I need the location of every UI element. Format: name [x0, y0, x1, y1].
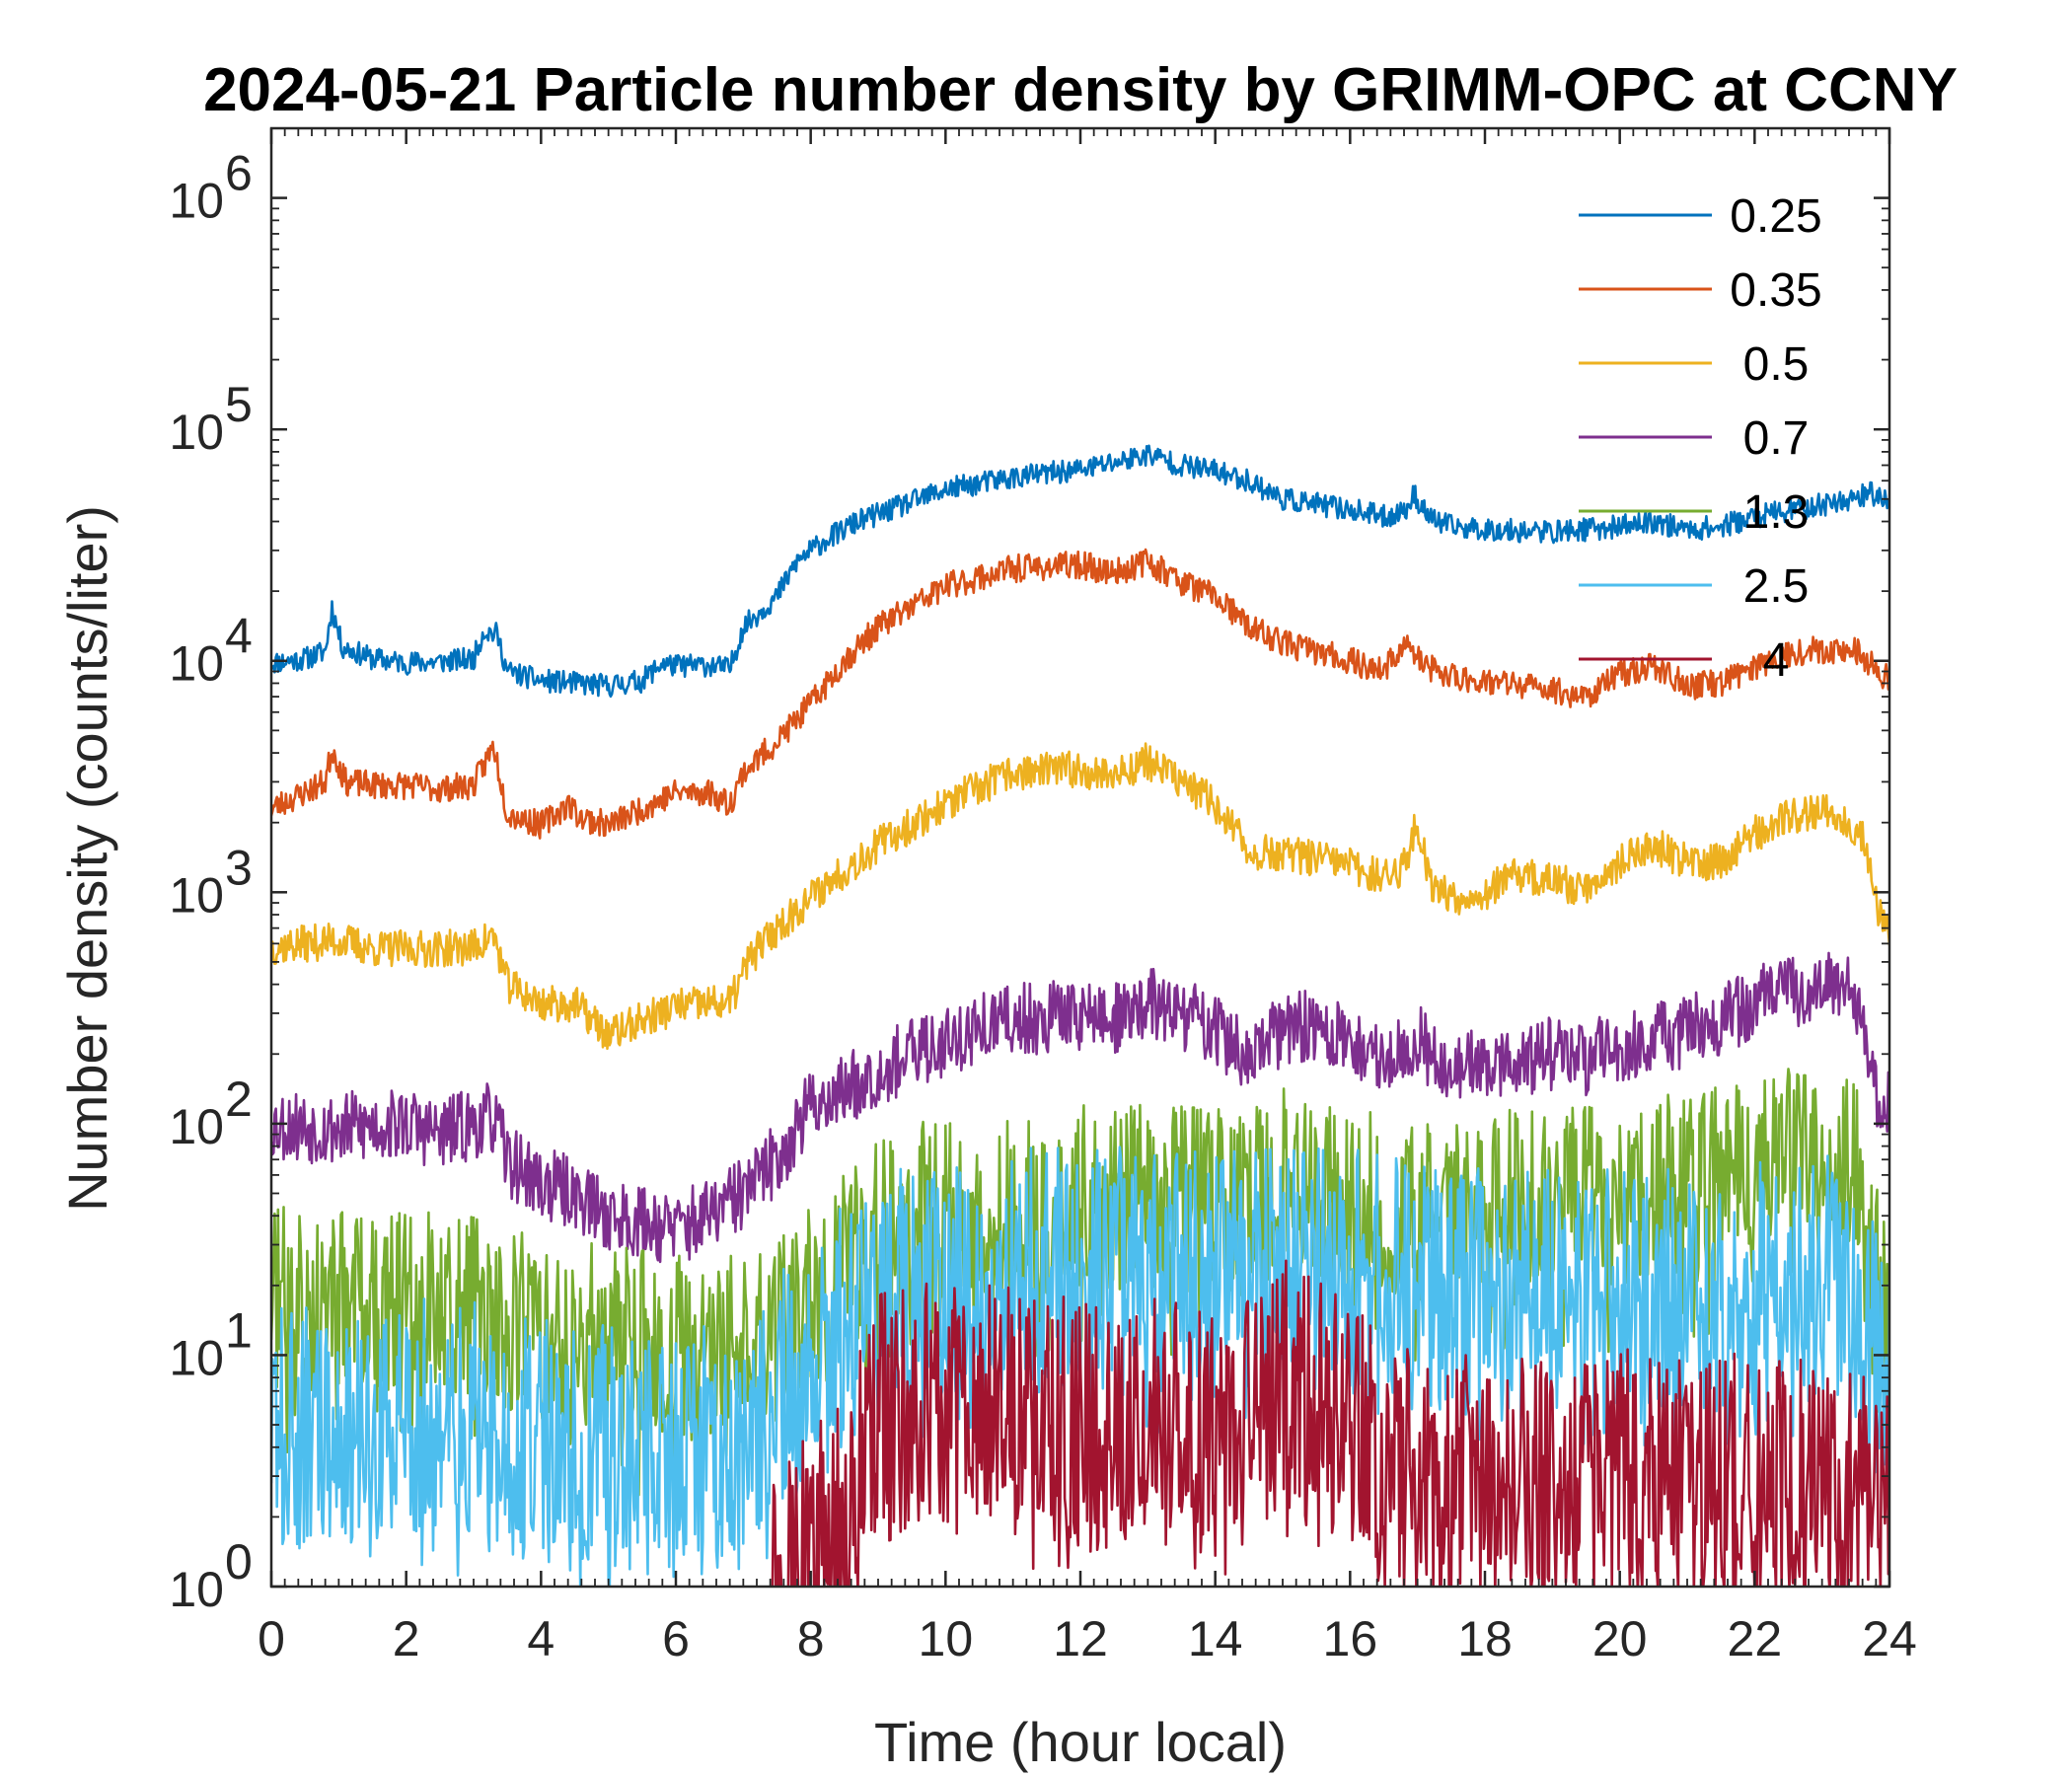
y-axis-label: Number density (counts/liter) — [56, 505, 118, 1212]
x-tick-label: 6 — [662, 1611, 690, 1666]
legend-label-6: 4 — [1763, 634, 1790, 687]
chart-title: 2024-05-21 Particle number density by GR… — [203, 56, 1958, 124]
x-tick-label: 16 — [1323, 1611, 1378, 1666]
y-tick-exponent: 4 — [225, 609, 253, 664]
y-tick-label: 10 — [169, 174, 224, 229]
legend-label-4: 1.3 — [1743, 486, 1810, 539]
x-tick-label: 12 — [1053, 1611, 1108, 1666]
legend: 0.25 0.35 0.5 0.7 1.3 2.5 4 — [1579, 190, 1822, 687]
y-tick-exponent: 1 — [225, 1302, 253, 1358]
legend-label-2: 0.5 — [1743, 338, 1810, 391]
x-tick-label: 4 — [527, 1611, 555, 1666]
y-tick-label: 10 — [169, 1099, 224, 1154]
legend-label-1: 0.35 — [1730, 264, 1821, 317]
x-tick-label: 8 — [797, 1611, 825, 1666]
x-axis-label: Time (hour local) — [874, 1711, 1287, 1773]
x-tick-label: 22 — [1728, 1611, 1783, 1666]
x-tick-label: 0 — [258, 1611, 285, 1666]
y-tick-exponent: 5 — [225, 377, 253, 432]
y-tick-label: 10 — [169, 867, 224, 923]
series-line-3 — [271, 951, 1889, 1264]
x-tick-label: 14 — [1188, 1611, 1243, 1666]
series-line-0 — [271, 444, 1889, 699]
y-tick-label: 10 — [169, 1562, 224, 1617]
x-tick-label: 24 — [1862, 1611, 1917, 1666]
y-tick-exponent: 6 — [225, 146, 253, 201]
x-tick-label: 18 — [1457, 1611, 1513, 1666]
y-tick-exponent: 2 — [225, 1072, 253, 1127]
y-tick-label: 10 — [169, 405, 224, 460]
x-tick-label: 2 — [393, 1611, 420, 1666]
x-tick-label: 10 — [919, 1611, 974, 1666]
series-line-1 — [271, 548, 1889, 840]
y-tick-label: 10 — [169, 1330, 224, 1385]
legend-label-3: 0.7 — [1743, 412, 1810, 465]
series-layer — [271, 444, 1889, 1587]
y-tick-exponent: 0 — [225, 1534, 253, 1590]
series-line-2 — [271, 742, 1889, 1051]
y-tick-label: 10 — [169, 636, 224, 692]
legend-label-0: 0.25 — [1730, 190, 1821, 243]
x-tick-label: 20 — [1592, 1611, 1648, 1666]
legend-label-5: 2.5 — [1743, 560, 1810, 613]
series-line-6 — [771, 1259, 1889, 1587]
y-tick-exponent: 3 — [225, 840, 253, 895]
